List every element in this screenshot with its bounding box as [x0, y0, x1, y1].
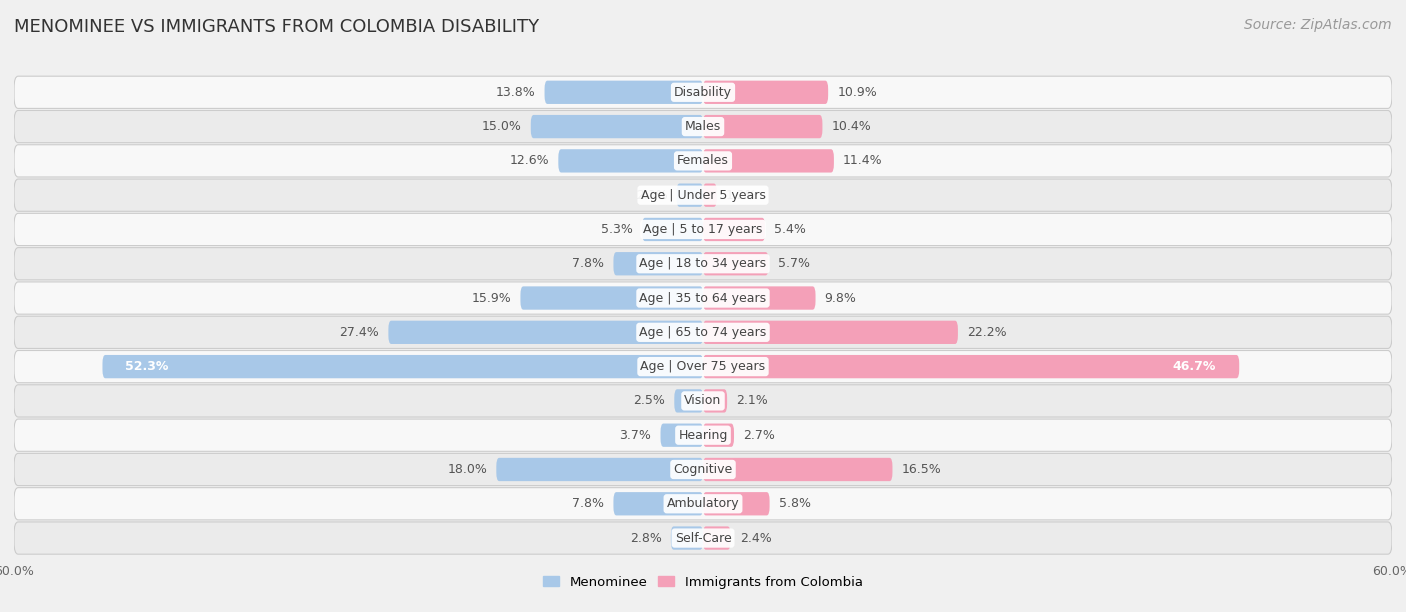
FancyBboxPatch shape	[703, 252, 769, 275]
Text: Age | Under 5 years: Age | Under 5 years	[641, 188, 765, 202]
FancyBboxPatch shape	[14, 522, 1392, 554]
Text: 9.8%: 9.8%	[825, 291, 856, 305]
FancyBboxPatch shape	[703, 492, 769, 515]
FancyBboxPatch shape	[703, 526, 731, 550]
Text: 10.9%: 10.9%	[838, 86, 877, 99]
Text: 2.1%: 2.1%	[737, 394, 768, 408]
FancyBboxPatch shape	[14, 179, 1392, 211]
Text: 13.8%: 13.8%	[495, 86, 536, 99]
Text: 12.6%: 12.6%	[509, 154, 550, 167]
Text: 15.9%: 15.9%	[471, 291, 512, 305]
FancyBboxPatch shape	[14, 419, 1392, 451]
Text: 2.4%: 2.4%	[740, 532, 772, 545]
Text: 1.2%: 1.2%	[725, 188, 758, 202]
Text: 46.7%: 46.7%	[1173, 360, 1216, 373]
Text: Cognitive: Cognitive	[673, 463, 733, 476]
Text: Self-Care: Self-Care	[675, 532, 731, 545]
Text: 2.5%: 2.5%	[633, 394, 665, 408]
FancyBboxPatch shape	[14, 111, 1392, 143]
FancyBboxPatch shape	[703, 184, 717, 207]
FancyBboxPatch shape	[544, 81, 703, 104]
FancyBboxPatch shape	[14, 316, 1392, 348]
FancyBboxPatch shape	[703, 286, 815, 310]
Text: Age | 18 to 34 years: Age | 18 to 34 years	[640, 257, 766, 271]
Text: Hearing: Hearing	[678, 428, 728, 442]
FancyBboxPatch shape	[14, 214, 1392, 245]
FancyBboxPatch shape	[14, 248, 1392, 280]
Text: 27.4%: 27.4%	[339, 326, 380, 339]
FancyBboxPatch shape	[703, 115, 823, 138]
FancyBboxPatch shape	[703, 218, 765, 241]
FancyBboxPatch shape	[703, 458, 893, 481]
FancyBboxPatch shape	[388, 321, 703, 344]
FancyBboxPatch shape	[671, 526, 703, 550]
Legend: Menominee, Immigrants from Colombia: Menominee, Immigrants from Colombia	[538, 570, 868, 594]
FancyBboxPatch shape	[675, 389, 703, 412]
Text: 18.0%: 18.0%	[447, 463, 486, 476]
Text: 5.4%: 5.4%	[775, 223, 806, 236]
Text: 11.4%: 11.4%	[844, 154, 883, 167]
FancyBboxPatch shape	[496, 458, 703, 481]
Text: 10.4%: 10.4%	[831, 120, 872, 133]
FancyBboxPatch shape	[14, 145, 1392, 177]
Text: 16.5%: 16.5%	[901, 463, 942, 476]
FancyBboxPatch shape	[14, 453, 1392, 485]
FancyBboxPatch shape	[703, 81, 828, 104]
Text: 5.7%: 5.7%	[778, 257, 810, 271]
FancyBboxPatch shape	[14, 351, 1392, 382]
FancyBboxPatch shape	[14, 282, 1392, 314]
Text: 3.7%: 3.7%	[620, 428, 651, 442]
Text: Females: Females	[678, 154, 728, 167]
Text: 5.8%: 5.8%	[779, 498, 811, 510]
Text: Disability: Disability	[673, 86, 733, 99]
Text: Age | 65 to 74 years: Age | 65 to 74 years	[640, 326, 766, 339]
FancyBboxPatch shape	[613, 252, 703, 275]
FancyBboxPatch shape	[703, 355, 1239, 378]
Text: Source: ZipAtlas.com: Source: ZipAtlas.com	[1244, 18, 1392, 32]
FancyBboxPatch shape	[703, 321, 957, 344]
Text: Males: Males	[685, 120, 721, 133]
Text: 7.8%: 7.8%	[572, 498, 605, 510]
Text: 15.0%: 15.0%	[482, 120, 522, 133]
Text: 5.3%: 5.3%	[602, 223, 633, 236]
FancyBboxPatch shape	[520, 286, 703, 310]
Text: Age | 5 to 17 years: Age | 5 to 17 years	[644, 223, 762, 236]
Text: Age | Over 75 years: Age | Over 75 years	[641, 360, 765, 373]
FancyBboxPatch shape	[14, 385, 1392, 417]
FancyBboxPatch shape	[613, 492, 703, 515]
FancyBboxPatch shape	[643, 218, 703, 241]
FancyBboxPatch shape	[14, 488, 1392, 520]
Text: Age | 35 to 64 years: Age | 35 to 64 years	[640, 291, 766, 305]
Text: 2.7%: 2.7%	[744, 428, 775, 442]
Text: Ambulatory: Ambulatory	[666, 498, 740, 510]
Text: 2.8%: 2.8%	[630, 532, 662, 545]
FancyBboxPatch shape	[703, 149, 834, 173]
FancyBboxPatch shape	[14, 76, 1392, 108]
FancyBboxPatch shape	[703, 389, 727, 412]
Text: 22.2%: 22.2%	[967, 326, 1007, 339]
FancyBboxPatch shape	[531, 115, 703, 138]
FancyBboxPatch shape	[558, 149, 703, 173]
FancyBboxPatch shape	[703, 424, 734, 447]
FancyBboxPatch shape	[661, 424, 703, 447]
FancyBboxPatch shape	[676, 184, 703, 207]
Text: Vision: Vision	[685, 394, 721, 408]
Text: MENOMINEE VS IMMIGRANTS FROM COLOMBIA DISABILITY: MENOMINEE VS IMMIGRANTS FROM COLOMBIA DI…	[14, 18, 538, 36]
Text: 2.3%: 2.3%	[636, 188, 668, 202]
Text: 7.8%: 7.8%	[572, 257, 605, 271]
FancyBboxPatch shape	[103, 355, 703, 378]
Text: 52.3%: 52.3%	[125, 360, 169, 373]
